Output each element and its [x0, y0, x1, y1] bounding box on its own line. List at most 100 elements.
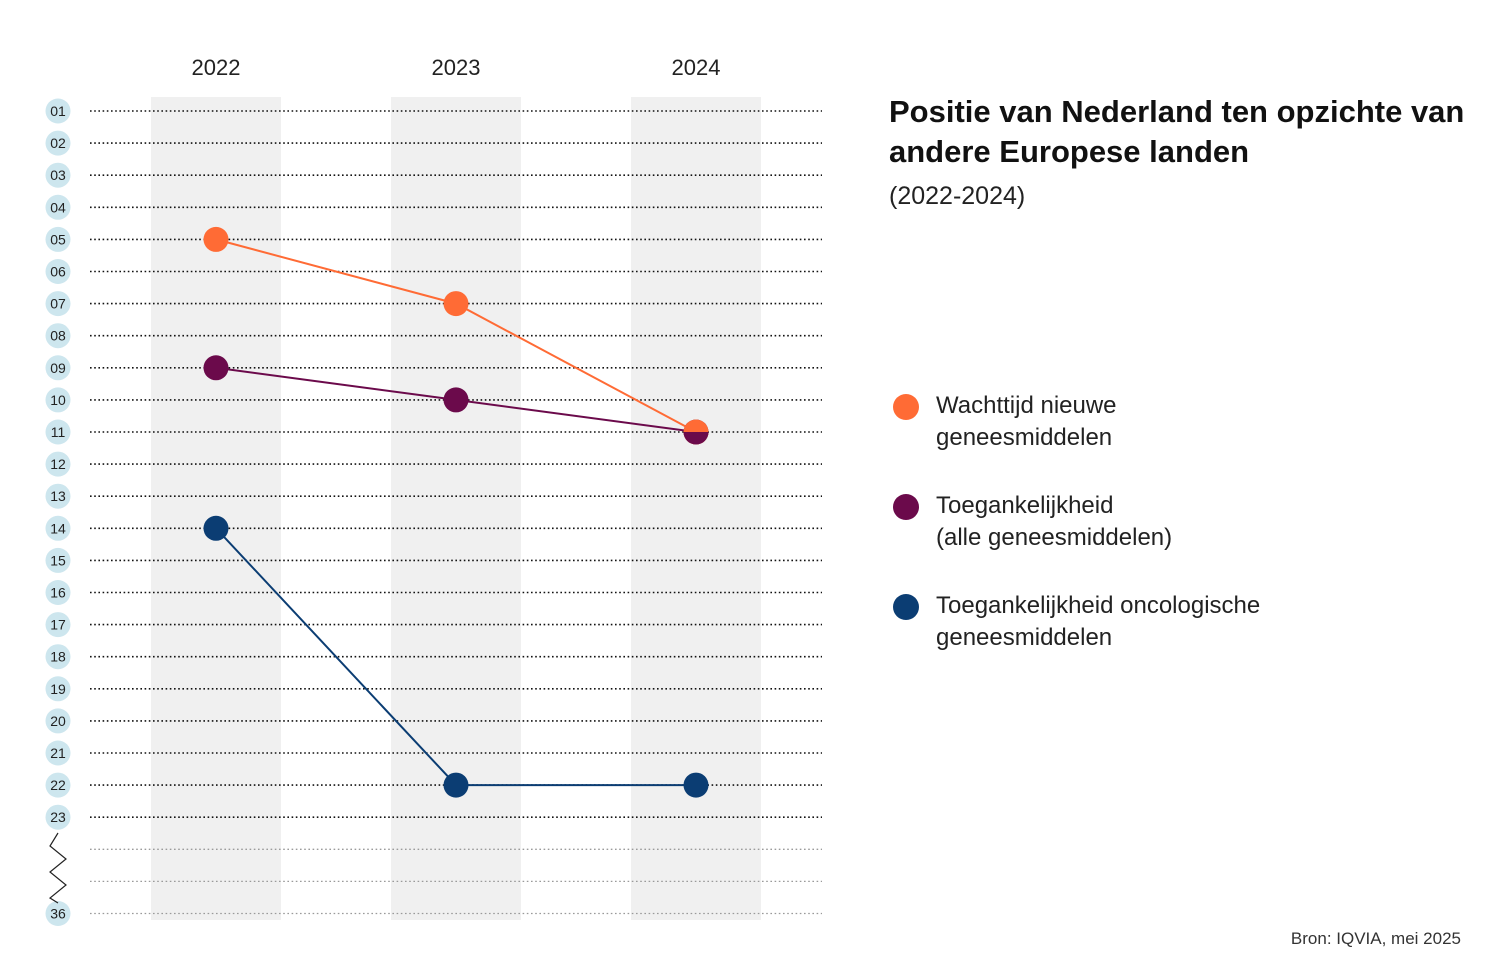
rank-badge-bg: [45, 772, 71, 798]
rank-tick-label: 20: [50, 713, 66, 729]
legend-item-toegankelijkheid: Toegankelijkheid (alle geneesmiddelen): [893, 490, 1453, 590]
legend-marker-oncologisch: [893, 594, 919, 620]
legend-item-wachttijd: Wachttijd nieuwe geneesmiddelen: [893, 390, 1453, 490]
rank-tick-label: 16: [50, 585, 66, 601]
rank-badge-bg: [45, 323, 71, 349]
rank-badge-bg: [45, 387, 71, 413]
legend-marker-toegankelijkheid: [893, 494, 919, 520]
rank-tick-label: 07: [50, 296, 66, 312]
point-wachttijd-2022: [203, 226, 229, 252]
point-oncologisch-2023: [443, 772, 469, 798]
year-label-2022: 2022: [192, 55, 241, 80]
rank-tick-label: 08: [50, 328, 66, 344]
rank-badge-22: 22: [45, 772, 71, 798]
rank-tick-label: 18: [50, 649, 66, 665]
rank-badge-bg: [45, 419, 71, 445]
rank-badge-bg: [45, 644, 71, 670]
chart-title: Positie van Nederland ten opzichte van a…: [889, 94, 1465, 169]
rank-tick-label: 17: [50, 617, 66, 633]
rank-badge-07: 07: [45, 291, 71, 317]
rank-badge-03: 03: [45, 162, 71, 188]
rank-badge-bg: [45, 740, 71, 766]
rank-badge-10: 10: [45, 387, 71, 413]
rank-badge-bg: [45, 226, 71, 252]
rank-badge-04: 04: [45, 194, 71, 220]
point-toegankelijkheid-2024-half: [683, 432, 709, 445]
legend-label-wachttijd: Wachttijd nieuwe geneesmiddelen: [936, 392, 1117, 451]
rank-tick-label: 02: [50, 135, 66, 151]
rank-badge-bg: [45, 580, 71, 605]
rank-badge-bg: [45, 547, 71, 573]
rank-tick-label: 23: [50, 809, 66, 825]
rank-badge-08: 08: [45, 323, 71, 349]
rank-tick-label: 10: [50, 392, 66, 408]
rank-axis: 01 02 03 04 05 06 07 08 09 10 11 12 13 14 15 16 17 18 19 20…: [45, 98, 71, 926]
rank-badge-bg: [45, 515, 71, 541]
series-points: [203, 226, 709, 798]
rank-badge-bg: [45, 451, 71, 477]
rank-badge-12: 12: [45, 451, 71, 477]
rank-tick-label: 15: [50, 552, 66, 568]
point-toegankelijkheid-2022: [203, 355, 229, 381]
rank-tick-label: 36: [50, 906, 66, 922]
point-oncologisch-2022: [203, 515, 229, 541]
rank-tick-label: 12: [50, 456, 66, 472]
rank-tick-label: 09: [50, 360, 66, 376]
point-toegankelijkheid-2023: [443, 387, 469, 413]
rank-tick-label: 21: [50, 745, 66, 761]
rank-badge-bg: [45, 676, 71, 702]
rank-badge-18: 18: [45, 644, 71, 670]
rank-badge-13: 13: [45, 483, 71, 509]
rank-badge-bg: [45, 291, 71, 317]
rank-badge-20: 20: [45, 708, 71, 734]
rank-badge-05: 05: [45, 226, 71, 252]
rank-badge-21: 21: [45, 740, 71, 766]
legend-marker-wachttijd: [893, 394, 919, 420]
rank-badge-bg: [45, 194, 71, 220]
point-oncologisch-2024: [683, 772, 709, 798]
rank-badge-02: 02: [45, 130, 71, 156]
rank-tick-label: 14: [50, 520, 66, 536]
year-label-2023: 2023: [432, 55, 481, 80]
rank-tick-label: 06: [50, 264, 66, 280]
rank-badge-bg: [45, 98, 71, 124]
rank-badge-11: 11: [45, 419, 71, 445]
year-label-2024: 2024: [672, 55, 721, 80]
rank-badge-bg: [45, 162, 71, 188]
legend-label-oncologisch: Toegankelijkheid oncologische geneesmidd…: [936, 592, 1261, 651]
rank-badge-15: 15: [45, 547, 71, 573]
rank-badge-bg: [45, 804, 71, 830]
rank-badge-23: 23: [45, 804, 71, 830]
chart-subtitle: (2022-2024): [889, 182, 1026, 210]
rank-badge-bg: [45, 483, 71, 509]
rank-tick-label: 22: [50, 777, 66, 793]
source-note: Bron: IQVIA, mei 2025: [1290, 929, 1461, 948]
rank-badge-14: 14: [45, 515, 71, 541]
rank-badge-bg: [45, 612, 71, 638]
rank-badge-bg: [45, 259, 71, 284]
axis-break-zigzag: [48, 832, 67, 904]
legend: Wachttijd nieuwe geneesmiddelen Toeganke…: [893, 390, 1453, 690]
legend-item-oncologisch: Toegankelijkheid oncologische geneesmidd…: [893, 590, 1453, 690]
rank-badge-19: 19: [45, 676, 71, 702]
rank-badge-bg: [45, 355, 71, 381]
rank-badge-16: 16: [45, 580, 71, 605]
rank-tick-label: 05: [50, 231, 66, 247]
rank-badge-01: 01: [45, 98, 71, 124]
rank-badge-bg: [45, 708, 71, 734]
rank-tick-label: 04: [50, 199, 66, 215]
year-labels: 2022 2023 2024: [192, 55, 721, 80]
rank-badge-bg: [45, 901, 71, 926]
rank-badge-36: 36: [45, 901, 71, 926]
rank-badge-06: 06: [45, 259, 71, 284]
rank-tick-label: 13: [50, 488, 66, 504]
rank-badge-09: 09: [45, 355, 71, 381]
rank-tick-label: 01: [50, 103, 66, 119]
rank-badge-17: 17: [45, 612, 71, 638]
rank-badge-bg: [45, 130, 71, 156]
rank-tick-label: 03: [50, 167, 66, 183]
legend-label-toegankelijkheid: Toegankelijkheid (alle geneesmiddelen): [936, 492, 1173, 551]
rank-chart: 01 02 03 04 05 06 07 08 09 10 11 12 13 14 15 16 17 18 19 20…: [45, 55, 822, 926]
rank-tick-label: 19: [50, 681, 66, 697]
point-wachttijd-2023: [443, 291, 469, 317]
